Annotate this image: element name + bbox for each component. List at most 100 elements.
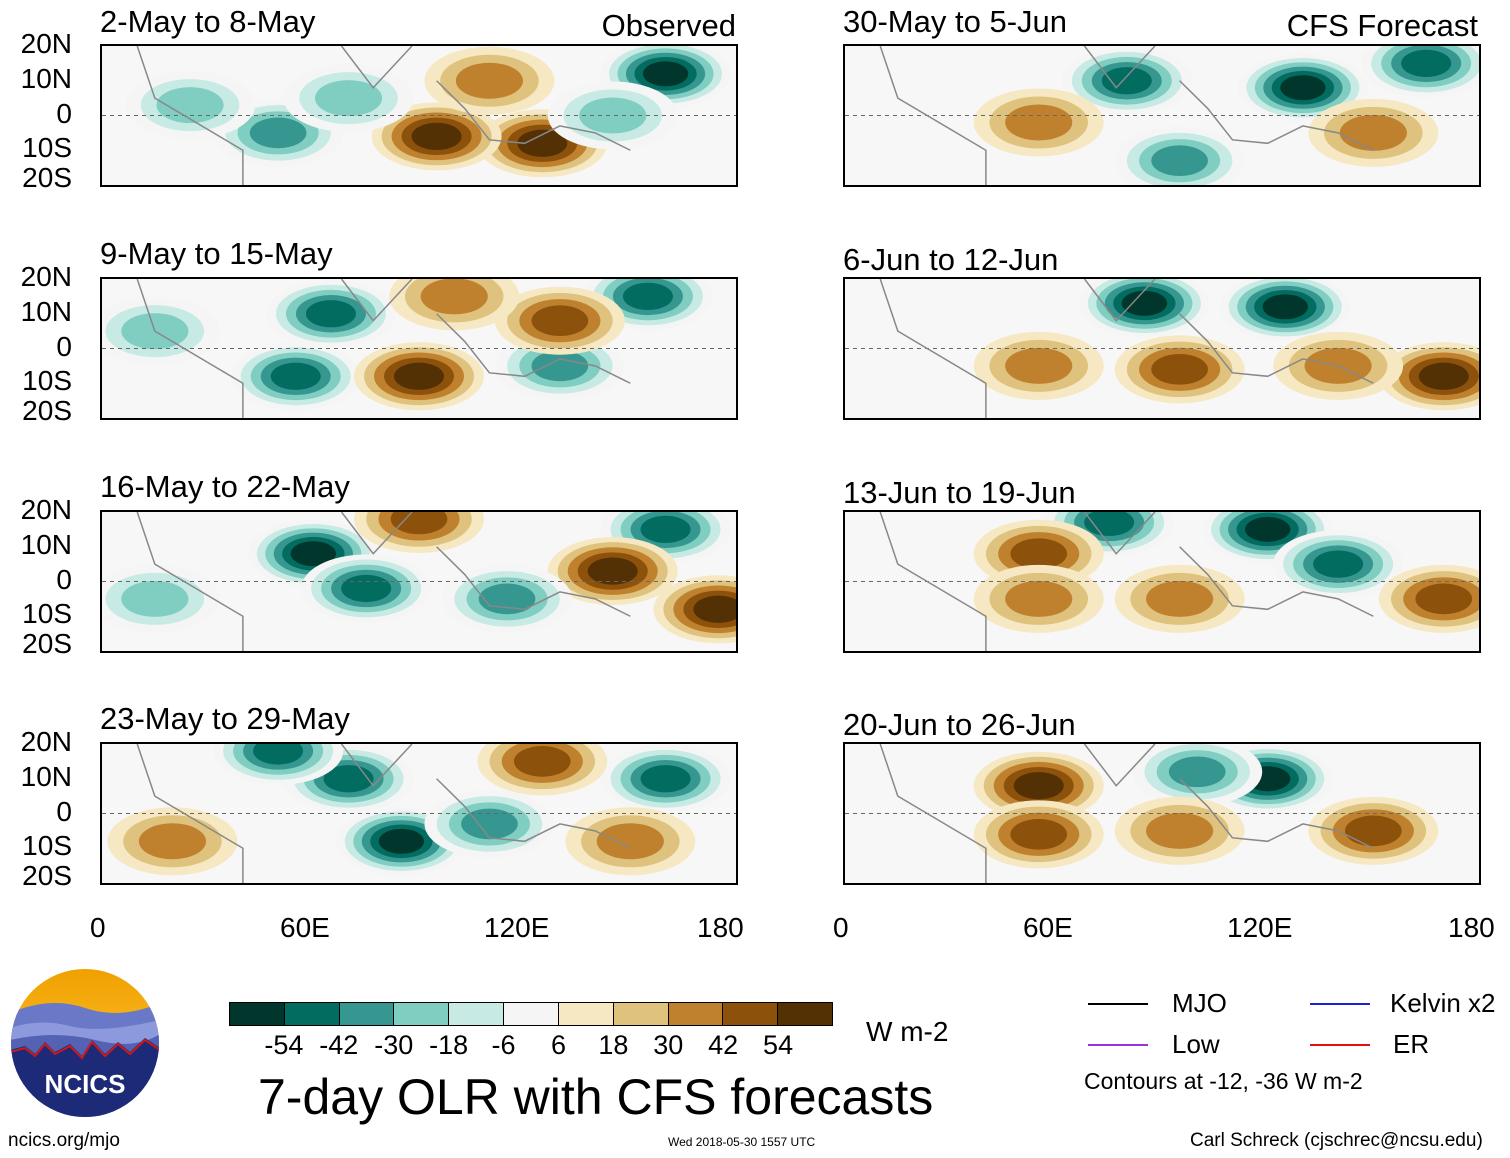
heatmap-svg bbox=[845, 279, 1479, 418]
panel-title-7: 13-Jun to 19-Jun bbox=[843, 475, 1076, 510]
main-title: 7-day OLR with CFS forecasts bbox=[258, 1069, 934, 1125]
olr-anomaly-blob bbox=[1013, 772, 1064, 800]
heatmap-svg bbox=[102, 512, 736, 651]
colorbar-swatch bbox=[778, 1003, 832, 1025]
lat-label: 0 bbox=[56, 564, 72, 595]
coastline bbox=[879, 279, 1374, 418]
legend-low-line bbox=[1088, 1044, 1148, 1046]
olr-anomaly-blob bbox=[249, 117, 307, 149]
colorbar-units: W m-2 bbox=[866, 1016, 949, 1047]
olr-anomaly-blob bbox=[314, 80, 383, 117]
olr-anomaly-blob bbox=[156, 87, 224, 124]
coastline bbox=[879, 512, 1374, 651]
olr-anomaly-blob bbox=[323, 765, 374, 793]
lon-label-120e-left: 120E bbox=[484, 912, 550, 943]
olr-anomaly-blob bbox=[121, 580, 189, 617]
olr-anomaly-blob bbox=[1418, 362, 1469, 390]
olr-anomaly-blob bbox=[1151, 354, 1208, 385]
colorbar-swatch bbox=[284, 1003, 340, 1025]
olr-map-panel-3 bbox=[100, 510, 738, 653]
colorbar-swatch bbox=[723, 1003, 779, 1025]
olr-anomaly-blob bbox=[478, 583, 536, 615]
olr-anomaly-blob bbox=[1084, 512, 1135, 537]
lat-label: 10S bbox=[22, 598, 72, 629]
coastline bbox=[879, 744, 1374, 883]
footer-url[interactable]: ncics.org/mjo bbox=[8, 1130, 120, 1151]
olr-anomaly-blob bbox=[596, 823, 664, 860]
olr-anomaly-blob bbox=[1151, 145, 1208, 177]
olr-anomaly-blob bbox=[1010, 819, 1068, 850]
lat-label: 20N bbox=[20, 28, 72, 59]
olr-map-panel-7 bbox=[843, 510, 1481, 653]
olr-anomaly-blob bbox=[640, 515, 691, 544]
olr-map-panel-4 bbox=[100, 742, 738, 885]
colorbar-swatch bbox=[449, 1003, 505, 1025]
olr-anomaly-blob bbox=[693, 595, 736, 623]
olr-anomaly-blob bbox=[1005, 104, 1073, 141]
olr-anomaly-blob bbox=[394, 362, 444, 390]
coastline bbox=[136, 512, 631, 651]
olr-anomaly-blob bbox=[461, 808, 518, 840]
panel-title-8: 20-Jun to 26-Jun bbox=[843, 707, 1076, 742]
olr-anomaly-blob bbox=[1168, 756, 1226, 788]
olr-anomaly-blob bbox=[622, 282, 673, 311]
heatmap-svg bbox=[102, 744, 736, 883]
legend-er-line bbox=[1310, 1044, 1370, 1046]
lat-label: 10S bbox=[22, 132, 72, 163]
observed-label: Observed bbox=[601, 8, 736, 43]
lat-label: 10S bbox=[22, 365, 72, 396]
olr-map-panel-5 bbox=[843, 44, 1481, 187]
colorbar-label: -6 bbox=[491, 1030, 516, 1060]
olr-anomaly-blob bbox=[305, 300, 356, 328]
colorbar-label: -42 bbox=[319, 1030, 359, 1060]
legend-kelvin-line bbox=[1310, 1003, 1370, 1005]
panel-title-5: 30-May to 5-Jun bbox=[843, 4, 1067, 39]
heatmap-svg bbox=[102, 279, 736, 418]
lon-label-180-right: 180 bbox=[1448, 912, 1495, 943]
legend-low-label: Low bbox=[1172, 1029, 1220, 1059]
lon-label-120e-right: 120E bbox=[1227, 912, 1293, 943]
lat-label: 20N bbox=[20, 726, 72, 757]
ncics-logo: NCICS bbox=[10, 968, 160, 1118]
lon-label-60e-left: 60E bbox=[280, 912, 330, 943]
olr-colorbar bbox=[229, 1002, 833, 1026]
olr-anomaly-blob bbox=[1005, 347, 1073, 384]
lat-label: 20S bbox=[22, 628, 72, 659]
lat-label: 20N bbox=[20, 261, 72, 292]
lat-label: 10N bbox=[20, 761, 72, 792]
heatmap-svg bbox=[845, 744, 1479, 883]
legend-mjo-label: MJO bbox=[1172, 988, 1227, 1018]
colorbar-swatch bbox=[230, 1003, 285, 1025]
heatmap-svg bbox=[845, 512, 1479, 651]
olr-anomaly-blob bbox=[1339, 114, 1407, 151]
olr-anomaly-blob bbox=[1244, 516, 1291, 542]
lon-label-0-right: 0 bbox=[833, 912, 849, 943]
olr-anomaly-blob bbox=[290, 541, 337, 567]
olr-anomaly-blob bbox=[531, 350, 589, 382]
olr-anomaly-blob bbox=[1401, 49, 1452, 78]
colorbar-label: 42 bbox=[708, 1030, 739, 1060]
coastline bbox=[136, 46, 631, 185]
olr-anomaly-blob bbox=[587, 557, 638, 585]
legend-kelvin-label: Kelvin x2 bbox=[1390, 988, 1496, 1018]
footer-timestamp: Wed 2018-05-30 1557 UTC bbox=[668, 1135, 816, 1149]
olr-map-panel-2 bbox=[100, 277, 738, 420]
olr-anomaly-blob bbox=[1313, 550, 1364, 578]
colorbar-swatch bbox=[558, 1003, 614, 1025]
coastline bbox=[136, 279, 631, 418]
heatmap-svg bbox=[102, 46, 736, 185]
colorbar-swatch bbox=[504, 1003, 559, 1025]
lat-label: 20S bbox=[22, 162, 72, 193]
lat-label: 20S bbox=[22, 860, 72, 891]
olr-anomaly-blob bbox=[1010, 538, 1068, 570]
lat-label: 10N bbox=[20, 296, 72, 327]
olr-anomaly-blob bbox=[253, 744, 304, 765]
olr-anomaly-blob bbox=[1280, 75, 1326, 101]
colorbar-swatch bbox=[668, 1003, 724, 1025]
colorbar-label: 18 bbox=[598, 1030, 629, 1060]
colorbar-label: -18 bbox=[429, 1030, 469, 1060]
panel-title-4: 23-May to 29-May bbox=[100, 701, 350, 736]
colorbar-label: -54 bbox=[264, 1030, 304, 1060]
coastline bbox=[879, 46, 1374, 185]
olr-anomaly-blob bbox=[531, 305, 589, 337]
